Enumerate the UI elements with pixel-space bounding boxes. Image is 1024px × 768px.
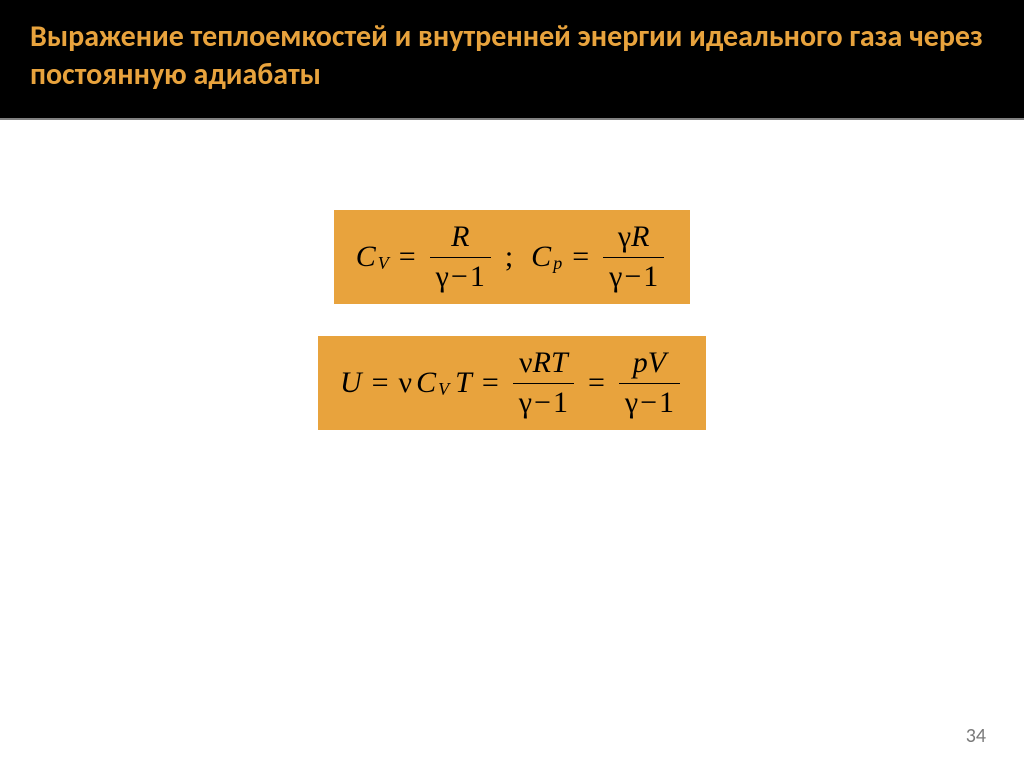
slide-title: Выражение теплоемкостей и внутренней эне… — [30, 18, 994, 93]
sym-T2: T — [551, 346, 568, 379]
sym-R2: R — [631, 220, 649, 253]
num-1d: 1 — [659, 386, 674, 419]
sym-gamma: γ — [436, 260, 449, 293]
equals-sign: = — [588, 366, 605, 400]
sub-V2: V — [438, 379, 449, 400]
num-1c: 1 — [553, 386, 568, 419]
slide-header: Выражение теплоемкостей и внутренней эне… — [0, 0, 1024, 118]
sym-nu: ν — [399, 366, 413, 400]
sym-gamma3: γ — [609, 260, 622, 293]
sym-R3: R — [533, 346, 551, 379]
semicolon: ; — [505, 240, 513, 274]
sym-C3: C — [416, 366, 436, 400]
equals-sign: = — [572, 240, 589, 274]
sub-p: p — [553, 253, 562, 274]
fraction-cp: γR γ−1 — [603, 220, 664, 294]
equals-sign: = — [372, 366, 389, 400]
num-1: 1 — [470, 260, 485, 293]
formula-cv-cp: CV = R γ−1 ; Cp = γR γ−1 — [356, 220, 669, 294]
sym-gamma4: γ — [519, 386, 532, 419]
sym-C2: C — [531, 240, 551, 274]
fraction-cv: R γ−1 — [430, 220, 491, 294]
formula-box-internal-energy: U = νCVT = νRT γ−1 = pV γ−1 — [318, 336, 706, 430]
equals-sign: = — [482, 366, 499, 400]
sym-gamma5: γ — [625, 386, 638, 419]
page-number: 34 — [966, 724, 986, 748]
sym-R: R — [451, 220, 469, 253]
sym-C: C — [356, 240, 376, 274]
sym-T: T — [455, 366, 472, 400]
equals-sign: = — [399, 240, 416, 274]
formula-box-heat-capacities: CV = R γ−1 ; Cp = γR γ−1 — [334, 210, 691, 304]
slide-content: CV = R γ−1 ; Cp = γR γ−1 U = νCVT = — [0, 120, 1024, 430]
sym-nu2: ν — [519, 346, 533, 379]
sym-p: p — [633, 346, 648, 379]
sub-V: V — [378, 253, 389, 274]
fraction-u1: νRT γ−1 — [513, 346, 574, 420]
sym-V3: V — [648, 346, 666, 379]
fraction-u2: pV γ−1 — [619, 346, 680, 420]
sym-U: U — [340, 366, 362, 400]
formula-u: U = νCVT = νRT γ−1 = pV γ−1 — [340, 346, 684, 420]
num-1b: 1 — [643, 260, 658, 293]
sym-gamma2: γ — [618, 220, 631, 253]
